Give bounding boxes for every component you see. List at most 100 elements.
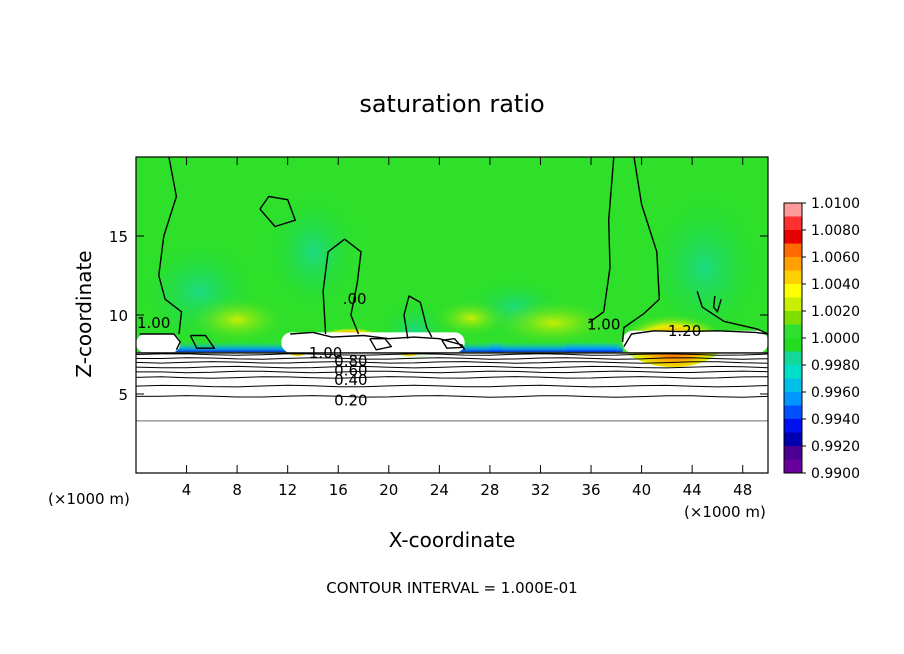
- colorbar-label: 0.9960: [811, 385, 860, 401]
- colorbar-label: 1.0000: [811, 331, 860, 347]
- colorbar-swatch: [784, 216, 802, 231]
- subsaturation-strip: [565, 341, 623, 353]
- x-tick-label: 32: [531, 481, 550, 499]
- colorbar-swatch: [784, 405, 802, 420]
- contour-line: [441, 338, 463, 349]
- contour-label: 0.40: [334, 371, 367, 389]
- colorbar-label: 0.9940: [811, 412, 860, 428]
- y-axis-label: Z-coordinate: [72, 250, 96, 377]
- supersaturation-patch: [433, 299, 509, 338]
- contour-line: [136, 370, 768, 374]
- chart-title: saturation ratio: [359, 90, 544, 118]
- colorbar-swatch: [784, 257, 802, 271]
- contour-line: [403, 295, 433, 339]
- colorbar-label: 1.0040: [811, 277, 860, 293]
- x-unit-label-right: (×1000 m): [684, 503, 766, 521]
- contour-label: .00: [343, 290, 367, 308]
- colorbar-swatch: [784, 230, 802, 244]
- colorbar-swatch: [784, 297, 802, 312]
- contour-line: [189, 334, 216, 349]
- contour-line: [158, 157, 183, 335]
- contour-line: [136, 395, 768, 398]
- colorbar-label: 0.9980: [811, 358, 860, 374]
- subsaturation-strip: [489, 341, 617, 353]
- saturated-region: [136, 333, 181, 353]
- y-tick-label: 15: [109, 228, 128, 246]
- x-axis-ticks: 4 8 12 16 20 24 28 32 36 40 44 48: [182, 157, 752, 499]
- colorbar-swatch: [784, 311, 802, 325]
- contour-line: [136, 357, 768, 360]
- contour-line: [136, 365, 768, 369]
- colorbar-label: 0.9900: [811, 466, 860, 482]
- colorbar-swatch: [784, 365, 802, 379]
- subsaturation-strip: [426, 341, 503, 353]
- colorbar-swatch: [784, 459, 802, 474]
- contour-line: [623, 330, 768, 347]
- contour-line: [290, 331, 466, 351]
- contour-label: 1.00: [137, 314, 170, 332]
- contour-label: 0.20: [334, 391, 367, 409]
- colorbar-swatch: [784, 378, 802, 393]
- colorbar-label: 1.0080: [811, 223, 860, 239]
- x-tick-label: 20: [379, 481, 398, 499]
- x-tick-label: 12: [278, 481, 297, 499]
- supersaturation-patch: [489, 299, 617, 347]
- y-tick-label: 5: [118, 386, 128, 404]
- plot-area: 1.00.001.00 1.201.000.800.600.400.20 4 8 12…: [109, 156, 769, 499]
- x-tick-label: 48: [733, 481, 752, 499]
- contour-line: [136, 353, 768, 356]
- colorbar-swatch: [784, 419, 802, 433]
- contour-line: [588, 157, 615, 324]
- colorbar-swatch: [784, 243, 802, 258]
- contour-interval-footer: CONTOUR INTERVAL = 1.000E-01: [326, 579, 577, 597]
- contour-line: [621, 157, 660, 342]
- subsaturated-layer: [136, 352, 768, 473]
- x-tick-label: 24: [430, 481, 449, 499]
- x-axis-label: X-coordinate: [389, 528, 516, 552]
- colorbar-label: 1.0100: [811, 196, 860, 212]
- contour-line: [136, 376, 768, 379]
- colorbar-swatch: [784, 351, 802, 366]
- subsaturation-strip: [167, 341, 307, 353]
- x-tick-label: 44: [683, 481, 702, 499]
- contour-line: [259, 195, 296, 228]
- contour-lines: [136, 157, 768, 422]
- contour-line: [369, 338, 392, 351]
- contour-label: 1.20: [668, 322, 701, 340]
- contour-line: [139, 333, 181, 351]
- moist-patch: [262, 188, 364, 315]
- colorbar: 1.0100 1.0080 1.0060 1.0040 1.0020 1.0000 0.99…: [783, 196, 860, 482]
- contour-line: [712, 295, 722, 313]
- x-tick-label: 8: [232, 481, 242, 499]
- colorbar-label: 1.0020: [811, 304, 860, 320]
- contour-line: [136, 361, 768, 364]
- x-tick-label: 28: [480, 481, 499, 499]
- colorbar-swatch: [784, 392, 802, 406]
- x-unit-label-left: (×1000 m): [48, 490, 130, 508]
- colorbar-swatch: [784, 338, 802, 352]
- colorbar-swatch: [784, 203, 802, 217]
- contour-labels: 1.00.001.00 1.201.000.800.600.400.20: [137, 290, 701, 409]
- contour-line: [322, 238, 362, 335]
- y-axis-ticks: 5 10 15: [109, 228, 768, 404]
- x-tick-label: 36: [581, 481, 600, 499]
- saturated-region: [622, 330, 768, 353]
- x-tick-label: 16: [329, 481, 348, 499]
- contour-line: [696, 291, 768, 335]
- colorbar-swatch: [784, 324, 802, 339]
- x-tick-label: 4: [182, 481, 192, 499]
- supersaturation-patch: [186, 296, 288, 344]
- y-tick-label: 10: [109, 307, 128, 325]
- colorbar-swatch: [784, 446, 802, 460]
- contour-label: 0.60: [334, 361, 367, 379]
- colorbar-label: 1.0060: [811, 250, 860, 266]
- colorbar-swatch: [784, 432, 802, 447]
- contour-line: [136, 384, 768, 388]
- colorbar-swatch: [784, 270, 802, 285]
- contour-label: 1.00: [309, 344, 342, 362]
- colorbar-swatch: [784, 284, 802, 298]
- colorbar-label: 0.9920: [811, 439, 860, 455]
- x-tick-label: 40: [632, 481, 651, 499]
- contour-label: 1.00: [587, 315, 620, 333]
